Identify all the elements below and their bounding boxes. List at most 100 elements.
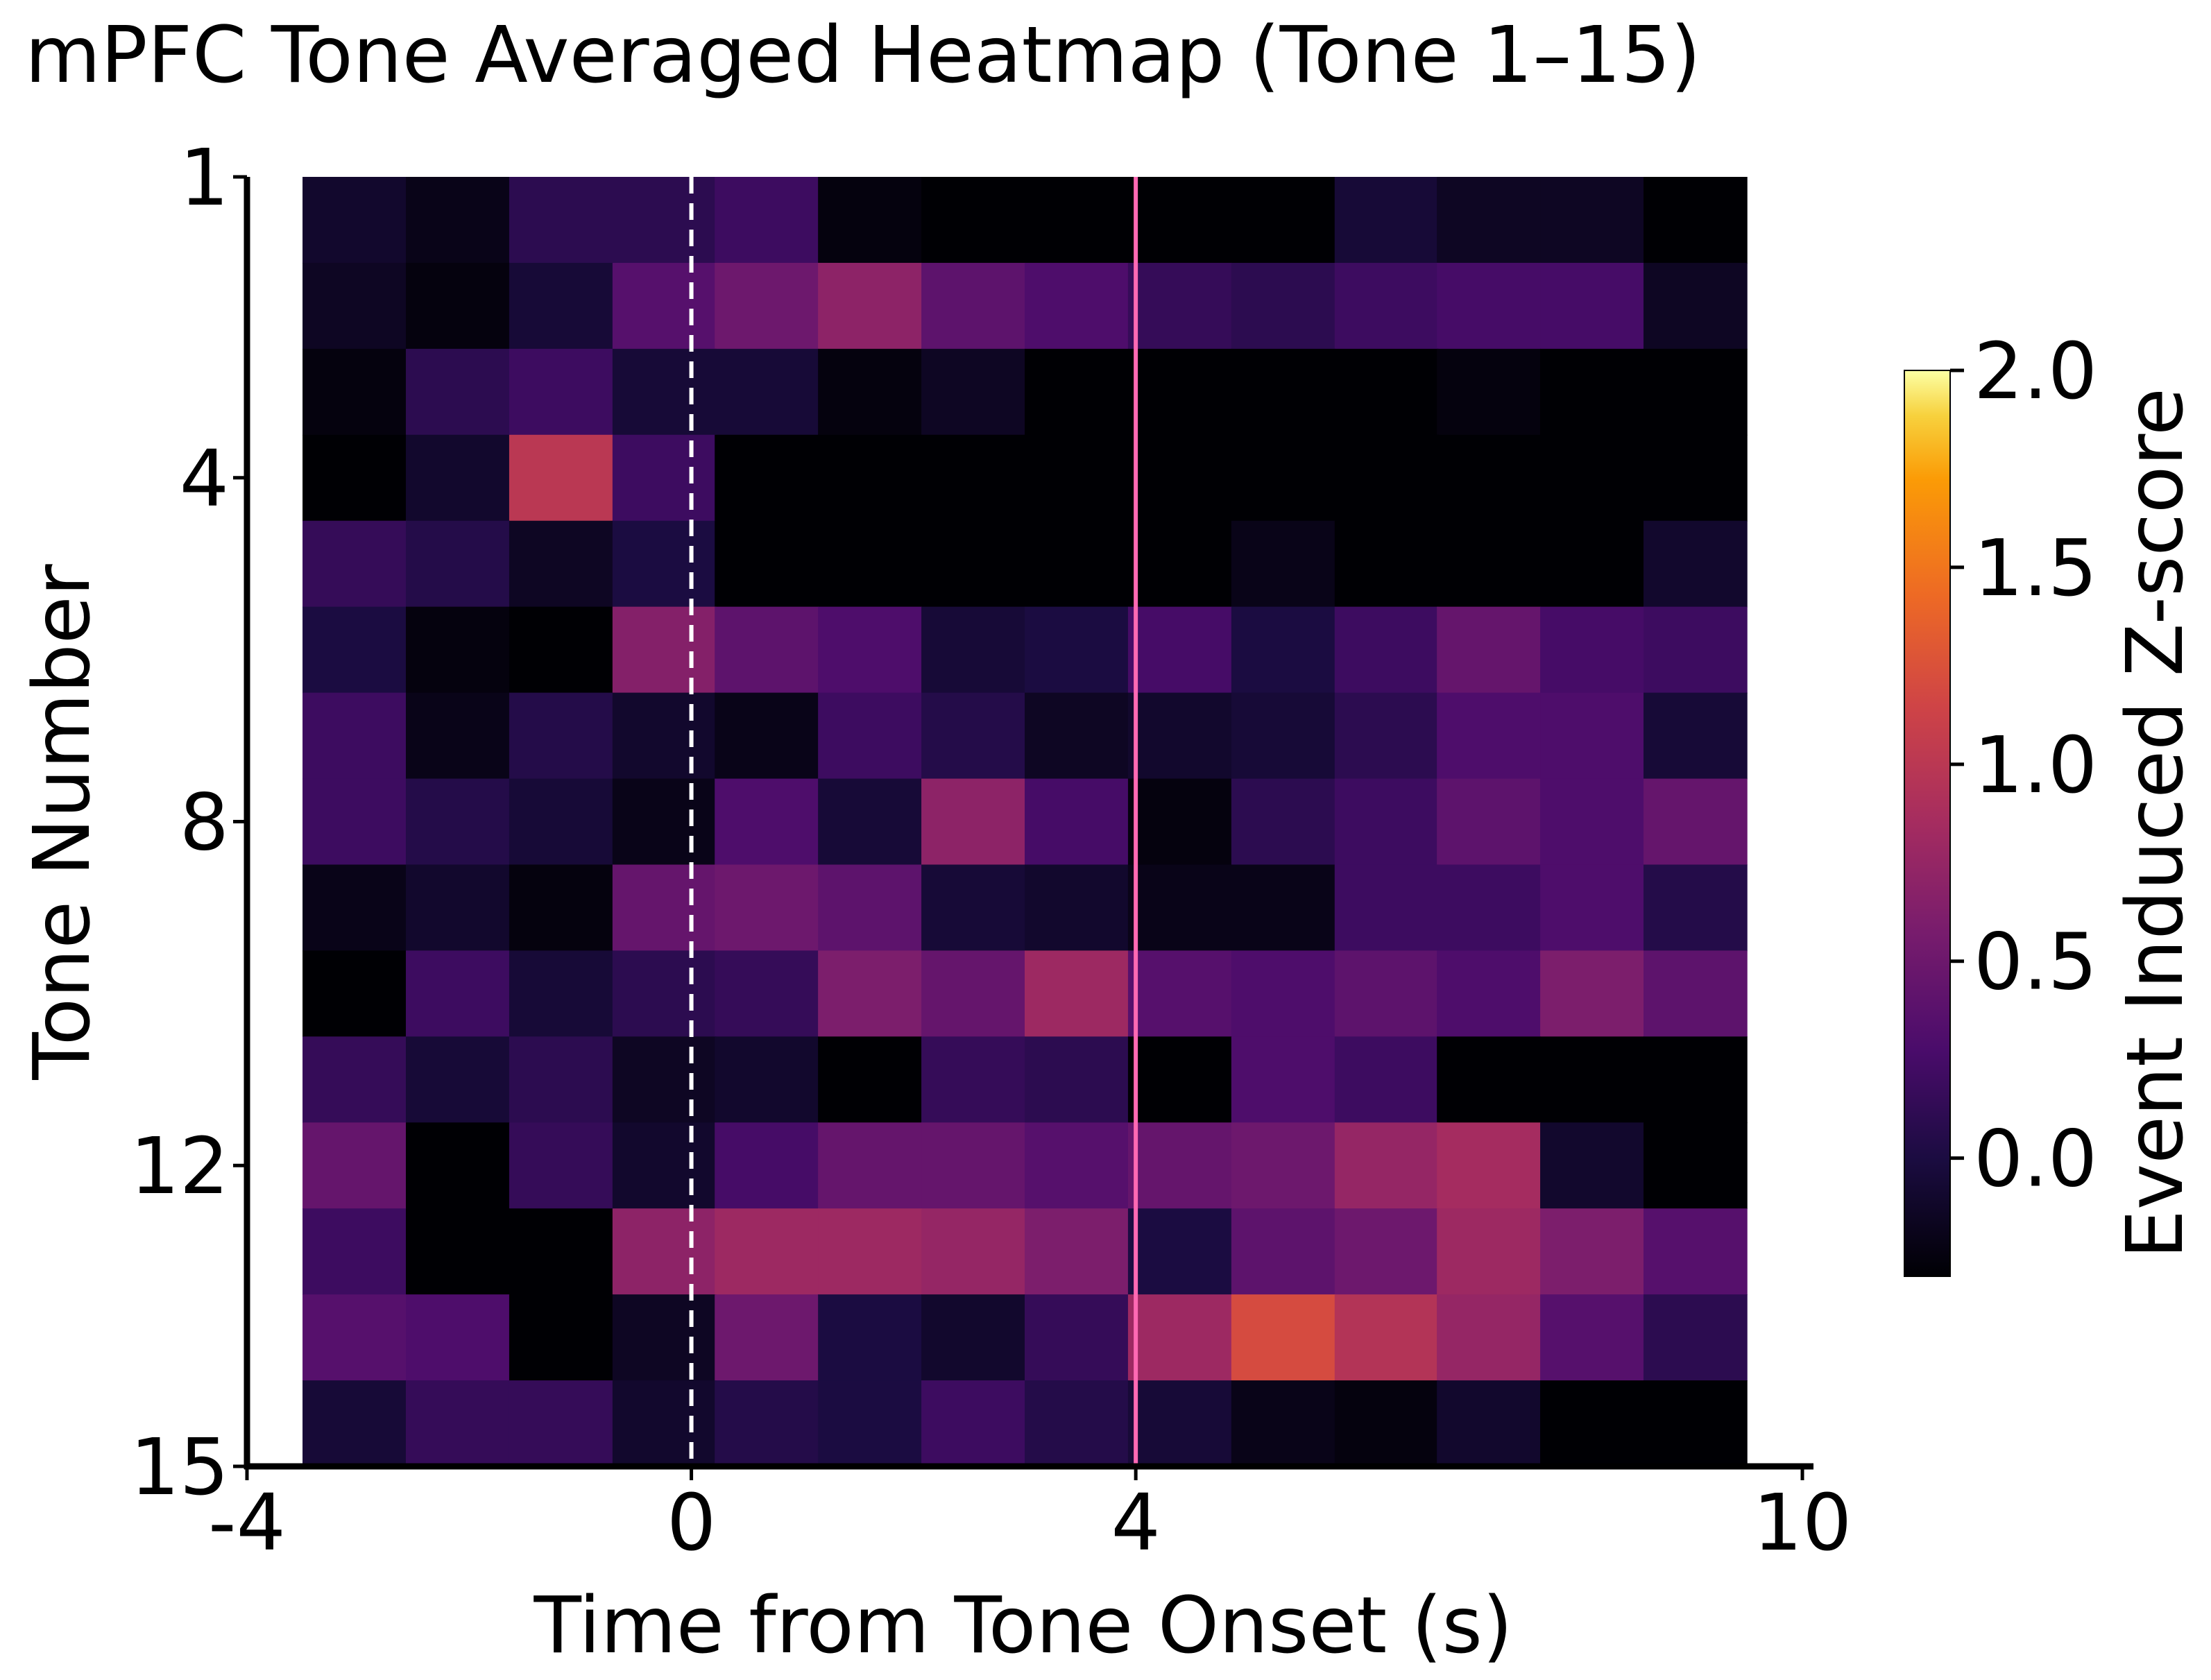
heatmap-cell — [1437, 692, 1541, 780]
heatmap-cell — [1231, 864, 1335, 952]
heatmap-cell — [1540, 778, 1644, 866]
heatmap-cell — [1025, 262, 1129, 350]
heatmap-cell — [818, 348, 922, 436]
heatmap-cell — [406, 1036, 510, 1124]
heatmap-cell — [921, 692, 1025, 780]
heatmap-cell — [715, 864, 819, 952]
heatmap-cell — [715, 1294, 819, 1381]
heatmap-cell — [1540, 1036, 1644, 1124]
colorbar-tick-label: 1.0 — [1974, 721, 2097, 811]
heatmap-cell — [612, 1208, 717, 1295]
heatmap-cell — [1540, 692, 1644, 780]
heatmap-cell — [302, 262, 407, 350]
heatmap-cell — [509, 1036, 613, 1124]
x-tick-label: 10 — [1753, 1478, 1852, 1568]
heatmap-cell — [612, 950, 717, 1038]
heatmap-cell — [612, 177, 717, 264]
heatmap-cell — [1231, 520, 1335, 608]
heatmap-cell — [1127, 1208, 1232, 1295]
heatmap-cell — [612, 864, 717, 952]
y-tick-label: 8 — [180, 778, 229, 868]
heatmap-cell — [302, 1380, 407, 1467]
heatmap-cell — [1231, 434, 1335, 522]
heatmap-cell — [406, 520, 510, 608]
colorbar-tick-label: 0.5 — [1974, 918, 2097, 1008]
y-axis-ticks: 1 4 8 12 15 — [130, 133, 247, 1513]
heatmap-cell — [1231, 1294, 1335, 1381]
heatmap-cell — [1231, 1380, 1335, 1467]
heatmap-cell — [302, 1208, 407, 1295]
heatmap-cell — [1644, 778, 1748, 866]
heatmap-cell — [406, 864, 510, 952]
colorbar-tick-label: 1.5 — [1974, 524, 2097, 614]
heatmap-cell — [921, 434, 1025, 522]
heatmap-cell — [406, 177, 510, 264]
heatmap-cell — [612, 434, 717, 522]
heatmap-cell — [921, 520, 1025, 608]
heatmap-cell — [818, 950, 922, 1038]
heatmap-cell — [1644, 1294, 1748, 1381]
heatmap-cell — [1025, 864, 1129, 952]
heatmap-cell — [1025, 606, 1129, 694]
heatmap-cell — [612, 348, 717, 436]
colorbar-ticks: 0.0 0.5 1.0 1.5 2.0 — [1950, 327, 2097, 1205]
heatmap-cell — [509, 262, 613, 350]
heatmap-cell — [612, 778, 717, 866]
heatmap-cell — [1231, 1036, 1335, 1124]
heatmap-cell — [1540, 864, 1644, 952]
heatmap-cell — [1437, 262, 1541, 350]
heatmap-cell — [1540, 520, 1644, 608]
heatmap-cell — [1540, 177, 1644, 264]
chart-title: mPFC Tone Averaged Heatmap (Tone 1–15) — [25, 10, 1701, 101]
heatmap-cell — [302, 520, 407, 608]
heatmap-cell — [921, 1208, 1025, 1295]
heatmap-cell — [1025, 434, 1129, 522]
heatmap-cell — [1334, 348, 1439, 436]
heatmap-cell — [1437, 864, 1541, 952]
heatmap-cell — [1025, 177, 1129, 264]
heatmap-cell — [509, 348, 613, 436]
heatmap-cell — [1231, 1208, 1335, 1295]
heatmap-cell — [1334, 1122, 1439, 1209]
heatmap-cell — [406, 434, 510, 522]
heatmap-cell — [1437, 606, 1541, 694]
heatmap-cell — [302, 692, 407, 780]
heatmap-cell — [612, 692, 717, 780]
heatmap-cell — [612, 262, 717, 350]
heatmap-cell — [302, 1036, 407, 1124]
y-tick-label: 15 — [130, 1423, 229, 1513]
heatmap-cell — [1127, 692, 1232, 780]
heatmap-cell — [1644, 606, 1748, 694]
heatmap-cell — [921, 177, 1025, 264]
heatmap-cell — [1540, 434, 1644, 522]
heatmap-cell — [1127, 1380, 1232, 1467]
heatmap-cell — [715, 778, 819, 866]
heatmap-cell — [1231, 950, 1335, 1038]
heatmap-cell — [818, 1380, 922, 1467]
heatmap-cell — [1334, 520, 1439, 608]
heatmap-cell — [921, 950, 1025, 1038]
heatmap-cell — [509, 1294, 613, 1381]
heatmap-cell — [509, 692, 613, 780]
heatmap-cell — [1437, 177, 1541, 264]
heatmap-cell — [715, 1208, 819, 1295]
heatmap-cell — [1644, 1208, 1748, 1295]
heatmap-cell — [1437, 1122, 1541, 1209]
heatmap-cell — [302, 434, 407, 522]
heatmap-cell — [1025, 1294, 1129, 1381]
heatmap-cell — [818, 778, 922, 866]
heatmap-cell — [1437, 1036, 1541, 1124]
heatmap-cell — [509, 1122, 613, 1209]
heatmap-cell — [302, 778, 407, 866]
heatmap-cell — [1127, 434, 1232, 522]
heatmap-cell — [1437, 1208, 1541, 1295]
heatmap-cell — [715, 606, 819, 694]
reference-lines — [689, 177, 1138, 1466]
heatmap-cell — [1127, 262, 1232, 350]
heatmap-cell — [1231, 778, 1335, 866]
heatmap-cell — [818, 520, 922, 608]
heatmap-cell — [1127, 1122, 1232, 1209]
heatmap-cell — [406, 1294, 510, 1381]
heatmap-cell — [1025, 1122, 1129, 1209]
heatmap-cell — [406, 692, 510, 780]
